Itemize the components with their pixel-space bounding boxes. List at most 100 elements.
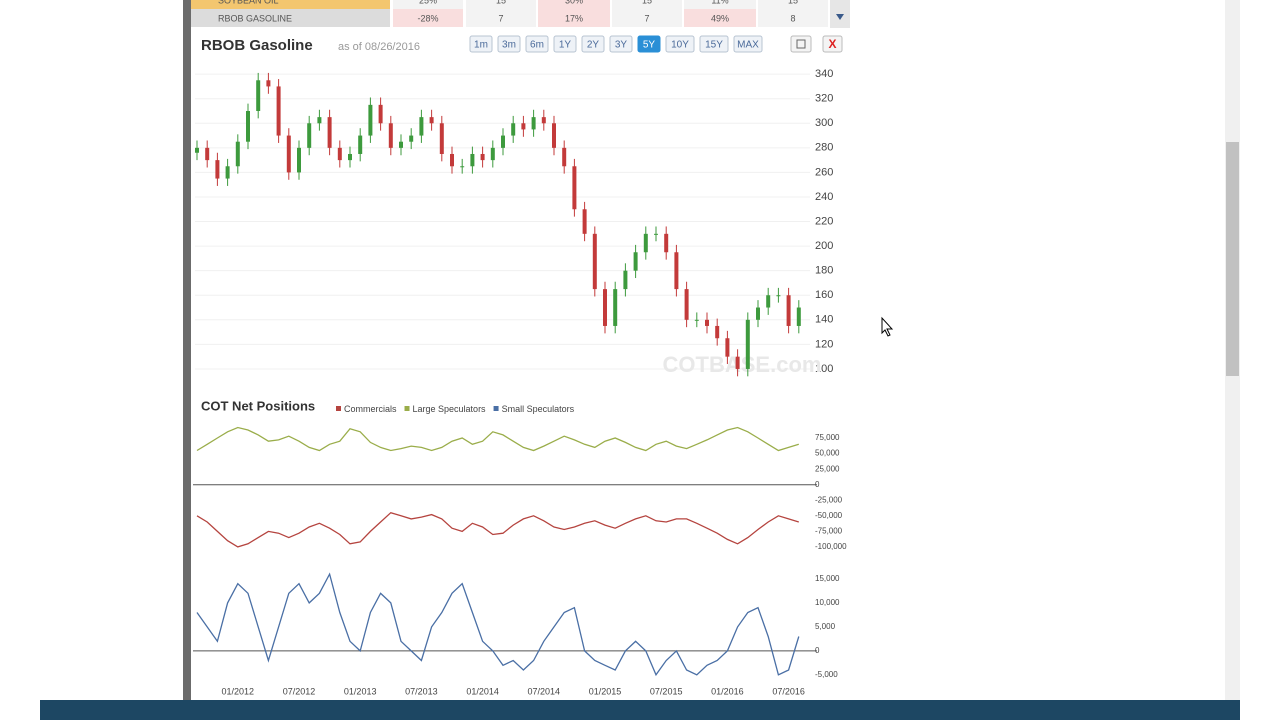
y-tick-label: 180 xyxy=(815,265,833,277)
table-value: 15 xyxy=(788,0,798,5)
y-tick-label: 340 xyxy=(815,68,833,80)
range-button[interactable] xyxy=(469,35,493,53)
y-tick-label: -100,000 xyxy=(815,542,847,551)
candle-body xyxy=(399,141,403,148)
candle-body xyxy=(694,319,699,321)
print-button[interactable] xyxy=(790,35,812,53)
candle-body xyxy=(195,147,199,153)
candle-body xyxy=(368,104,373,136)
scroll-arrow[interactable] xyxy=(836,14,844,20)
x-tick-label: 07/2012 xyxy=(283,686,316,696)
range-button[interactable] xyxy=(497,35,521,53)
cursor xyxy=(881,316,894,337)
range-label: 15Y xyxy=(705,40,723,51)
table-value: -28% xyxy=(417,13,438,23)
candle-body xyxy=(388,123,393,148)
range-button[interactable] xyxy=(609,35,633,53)
range-button[interactable] xyxy=(581,35,605,53)
table-cell xyxy=(612,9,682,27)
range-button[interactable] xyxy=(637,35,661,53)
candle-body xyxy=(327,117,332,148)
y-tick-label: 300 xyxy=(815,117,833,129)
candle-body xyxy=(439,123,444,154)
candle-body xyxy=(511,123,516,136)
table-value: 8 xyxy=(790,13,795,23)
candle-body xyxy=(572,166,577,210)
table-value: 25% xyxy=(419,0,437,5)
x-tick-label: 07/2015 xyxy=(650,686,683,696)
x-tick-label: 01/2014 xyxy=(466,686,499,696)
candle-body xyxy=(480,153,485,161)
as-of: as of 08/26/2016 xyxy=(338,41,420,53)
table-value: 30% xyxy=(565,0,583,5)
series-line xyxy=(196,572,800,677)
candle-body xyxy=(256,80,261,111)
series-line xyxy=(196,426,799,452)
candle-body xyxy=(705,319,709,326)
range-button[interactable] xyxy=(665,35,695,53)
y-tick-label: 25,000 xyxy=(815,464,840,473)
y-tick-label: 200 xyxy=(815,240,833,252)
candle-body xyxy=(725,338,730,357)
candle-body xyxy=(562,147,567,167)
candle-body xyxy=(337,147,342,161)
x-tick-label: 01/2012 xyxy=(222,686,255,696)
y-tick-label: 100 xyxy=(815,363,833,375)
candle-body xyxy=(246,110,250,142)
close-button[interactable] xyxy=(822,35,843,53)
candle-body xyxy=(756,307,760,320)
candle-body xyxy=(450,153,454,167)
scrollbar-thumb[interactable] xyxy=(1226,142,1239,376)
candle-body xyxy=(643,233,648,253)
candle-body xyxy=(654,233,658,235)
table-cell xyxy=(466,0,536,9)
y-tick-label: 160 xyxy=(815,289,833,301)
y-tick-label: 5,000 xyxy=(815,622,836,631)
candle-body xyxy=(317,117,322,124)
range-label: 10Y xyxy=(671,40,689,51)
candle-body xyxy=(541,117,546,124)
range-button[interactable] xyxy=(525,35,549,53)
table-value: 7 xyxy=(644,13,649,23)
candle-body xyxy=(603,289,607,326)
candle-body xyxy=(613,289,618,326)
series-line xyxy=(196,511,799,548)
table-cell xyxy=(393,9,463,27)
candle-body xyxy=(419,117,424,136)
candle-body xyxy=(582,209,587,234)
legend-swatch xyxy=(404,406,410,411)
candle-body xyxy=(460,166,465,168)
row-name: SOYBEAN OIL xyxy=(218,0,279,5)
table-cell xyxy=(538,0,610,9)
y-tick-label: 320 xyxy=(815,93,833,105)
candle-body xyxy=(633,252,638,271)
range-button[interactable] xyxy=(733,35,763,53)
y-tick-label: 140 xyxy=(815,314,833,326)
legend-label: Large Speculators xyxy=(413,404,487,414)
x-tick-label: 01/2013 xyxy=(344,686,377,696)
candle-body xyxy=(501,135,505,148)
candle-body xyxy=(205,147,210,161)
legend-label: Small Speculators xyxy=(502,404,575,414)
range-buttons: 1m 3m 6m 1Y 2Y 3Y 5Y 10Y 15Y MAX xyxy=(469,35,763,53)
candle-body xyxy=(684,289,689,320)
table-value: 17% xyxy=(565,13,583,23)
row-name: RBOB GASOLINE xyxy=(218,13,292,23)
candle-body xyxy=(266,80,271,87)
candle-body xyxy=(429,117,434,124)
candle-body xyxy=(490,147,495,161)
y-tick-label: -5,000 xyxy=(815,670,838,679)
legend-label: Commercials xyxy=(344,404,397,414)
y-tick-label: 280 xyxy=(815,142,833,154)
candle-body xyxy=(297,147,301,173)
candle-body xyxy=(664,233,669,253)
range-button[interactable] xyxy=(699,35,729,53)
candle-body xyxy=(766,295,771,308)
range-label: MAX xyxy=(737,40,759,51)
candle-body xyxy=(276,86,281,136)
y-tick-label: 240 xyxy=(815,191,833,203)
table-value: 49% xyxy=(711,13,729,23)
table-cell xyxy=(758,0,828,9)
range-button[interactable] xyxy=(553,35,577,53)
